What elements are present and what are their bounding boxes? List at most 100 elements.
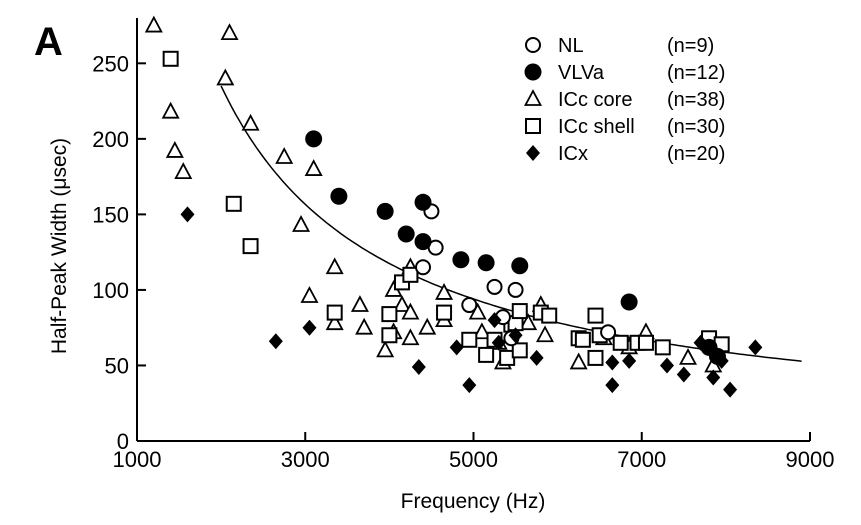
nl-point xyxy=(507,281,524,298)
icx-point xyxy=(529,349,544,366)
icc-core-point xyxy=(569,352,588,370)
nl-point xyxy=(415,259,432,276)
y-tick-label: 250 xyxy=(92,51,129,76)
icx-point xyxy=(605,354,620,371)
panel-label: A xyxy=(34,20,63,64)
nl-point xyxy=(461,297,478,314)
x-tick-label: 9000 xyxy=(786,447,835,472)
legend-marker-icc-shell xyxy=(525,118,541,134)
icc-core-point xyxy=(144,15,163,33)
y-axis-label: Half-Peak Width (μsec) xyxy=(48,138,71,354)
icc-shell-point xyxy=(461,331,478,348)
icc-core-point xyxy=(350,295,369,312)
icx-point xyxy=(659,357,674,374)
legend-marker-icx xyxy=(526,145,540,161)
legend-count-vlva: (n=12) xyxy=(667,62,725,84)
icc-shell-point xyxy=(587,307,604,324)
legend-count-icc-shell: (n=30) xyxy=(667,116,725,138)
legend-label-icc-core: ICc core xyxy=(558,89,632,111)
icc-core-point xyxy=(392,295,411,312)
legend-backdrop xyxy=(522,112,770,139)
vlva-point xyxy=(477,254,495,272)
legend-count-icc-core: (n=38) xyxy=(667,89,725,111)
icc-shell-point xyxy=(587,349,604,366)
icc-core-point xyxy=(679,348,698,365)
vlva-point xyxy=(511,257,529,275)
icc-core-point xyxy=(300,286,319,303)
icc-shell-point xyxy=(511,342,528,359)
icx-point xyxy=(268,333,283,350)
icx-point xyxy=(622,352,637,369)
x-tick-label: 5000 xyxy=(449,447,498,472)
icx-point xyxy=(462,377,477,394)
vlva-point xyxy=(330,187,348,205)
legend-marker-icc-core xyxy=(523,89,543,106)
vlva-point xyxy=(397,225,415,243)
legend-label-icx: ICx xyxy=(558,143,588,165)
y-tick-label: 200 xyxy=(92,127,129,152)
x-axis-label: Frequency (Hz) xyxy=(401,490,546,513)
icx-point xyxy=(449,339,464,356)
icc-core-point xyxy=(401,328,420,346)
nl-point xyxy=(600,324,617,341)
icc-core-point xyxy=(174,162,193,179)
legend-backdrop xyxy=(522,58,770,85)
icc-core-point xyxy=(401,302,420,320)
legend-label-nl: NL xyxy=(558,35,584,57)
y-tick-label: 100 xyxy=(92,278,129,303)
icc-core-point xyxy=(220,23,239,41)
x-tick-label: 7000 xyxy=(617,447,666,472)
icc-shell-point xyxy=(162,50,179,67)
legend-backdrop xyxy=(522,85,770,112)
icc-shell-point xyxy=(541,307,558,324)
icc-core-point xyxy=(304,159,323,176)
icx-point xyxy=(302,319,317,336)
y-tick-label: 150 xyxy=(92,202,129,227)
legend-marker-vlva xyxy=(524,63,542,81)
icx-point xyxy=(487,312,502,329)
icc-core-point xyxy=(418,317,437,335)
icc-shell-point xyxy=(511,303,528,320)
legend: NL (n=9) VLVa (n=12) ICc core (n=38) ICc shell… xyxy=(522,31,770,166)
icc-core-point xyxy=(376,340,395,358)
vlva-point xyxy=(414,233,432,251)
icx-point xyxy=(723,381,738,398)
nl-point xyxy=(486,278,503,295)
icx-point xyxy=(714,352,729,369)
icc-shell-point xyxy=(574,331,591,348)
legend-backdrop xyxy=(522,139,770,166)
icc-shell-point xyxy=(225,195,242,212)
icc-shell-point xyxy=(654,339,671,356)
icc-core-point xyxy=(292,215,311,232)
y-tick-label: 50 xyxy=(105,353,129,378)
icx-point xyxy=(748,339,763,356)
vlva-point xyxy=(414,193,432,211)
icc-shell-point xyxy=(242,238,259,255)
y-tick-label: 0 xyxy=(117,429,129,454)
axes: 1000 3000 5000 7000 9000 0 50 100 150 200 250 xyxy=(92,18,834,472)
icc-shell-point xyxy=(381,327,398,344)
icc-core-point xyxy=(241,113,260,131)
vlva-point xyxy=(305,130,323,148)
icc-core-point xyxy=(355,317,374,335)
vlva-point xyxy=(376,202,394,220)
icc-shell-point xyxy=(612,334,629,351)
icx-point xyxy=(180,206,195,223)
icx-point xyxy=(411,358,426,375)
legend-label-vlva: VLVa xyxy=(558,62,605,84)
icx-point xyxy=(676,366,691,383)
vlva-point xyxy=(620,293,638,311)
legend-label-icc-shell: ICc shell xyxy=(558,116,635,138)
legend-marker-nl xyxy=(525,37,541,53)
icc-shell-point xyxy=(478,346,495,363)
icx-point xyxy=(706,369,721,386)
icc-core-point xyxy=(468,302,487,320)
legend-count-nl: (n=9) xyxy=(667,35,714,57)
icx-point xyxy=(605,377,620,394)
icx-point xyxy=(491,334,506,351)
legend-backdrop xyxy=(522,31,770,58)
vlva-point xyxy=(452,251,470,269)
icc-core-point xyxy=(472,322,491,340)
